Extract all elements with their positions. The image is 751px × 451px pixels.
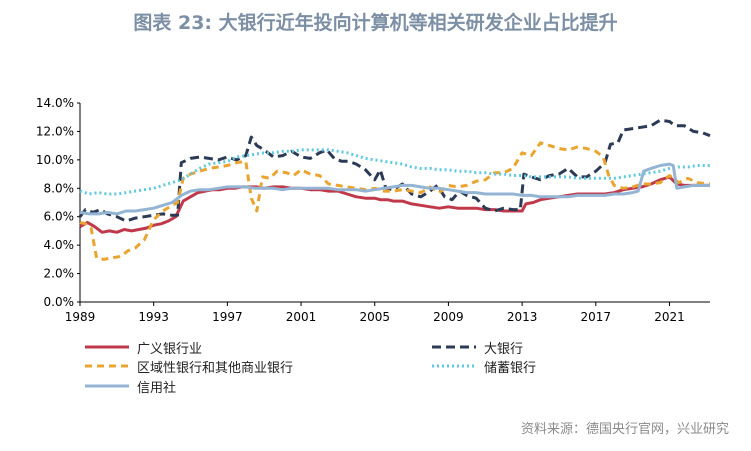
y-tick-label: 2.0%: [44, 267, 75, 281]
source-note: 资料来源：德国央行官网，兴业研究: [520, 422, 729, 437]
y-tick-label: 10.0%: [36, 153, 74, 167]
x-tick-label: 2001: [286, 310, 317, 324]
y-tick-label: 14.0%: [36, 96, 74, 110]
series-line-5: [79, 162, 710, 216]
legend-item: 区域性银行和其他商业银行: [85, 357, 294, 376]
x-tick-label: 1993: [138, 310, 169, 324]
legend-item: 广义银行业: [85, 338, 203, 357]
x-axis: 1989 1993 1997 2001 2005 2009 2013 2017 2021: [65, 301, 710, 324]
x-tick-label: 2005: [359, 310, 390, 324]
legend-swatch: [85, 384, 129, 388]
y-tick-label: 6.0%: [44, 210, 75, 224]
x-tick-label: 2013: [507, 310, 538, 324]
legend-item: 储蓄银行: [432, 357, 537, 376]
legend-label: 大银行: [484, 341, 524, 357]
legend-item: 大银行: [432, 338, 524, 357]
legend-swatch: [85, 345, 129, 349]
legend-swatch: [432, 345, 476, 349]
series-lines: [78, 118, 711, 261]
series-line-2: [78, 118, 711, 223]
x-tick-label: 2009: [433, 310, 464, 324]
y-tick-label: 4.0%: [44, 238, 75, 252]
chart-title: 图表 23: 大银行近年投向计算机等相关研发企业占比提升: [133, 12, 618, 34]
x-tick-label: 2021: [654, 310, 685, 324]
y-tick-label: 0.0%: [44, 295, 75, 309]
legend-label: 区域性银行和其他商业银行: [137, 360, 294, 376]
x-tick-label: 2017: [581, 310, 612, 324]
legend-item: 信用社: [85, 377, 177, 396]
x-tick-label: 1997: [212, 310, 243, 324]
y-axis-ticks: 0.0% 2.0% 4.0% 6.0% 8.0% 10.0% 12.0% 14.0%: [36, 96, 81, 309]
legend-label: 信用社: [137, 380, 177, 396]
legend-swatch: [85, 364, 129, 368]
y-tick-label: 8.0%: [44, 181, 75, 195]
legend-swatch: [432, 364, 476, 368]
legend-label: 广义银行业: [137, 341, 203, 357]
y-tick-label: 12.0%: [36, 124, 74, 138]
legend-label: 储蓄银行: [484, 360, 537, 376]
x-tick-label: 1989: [65, 310, 96, 324]
